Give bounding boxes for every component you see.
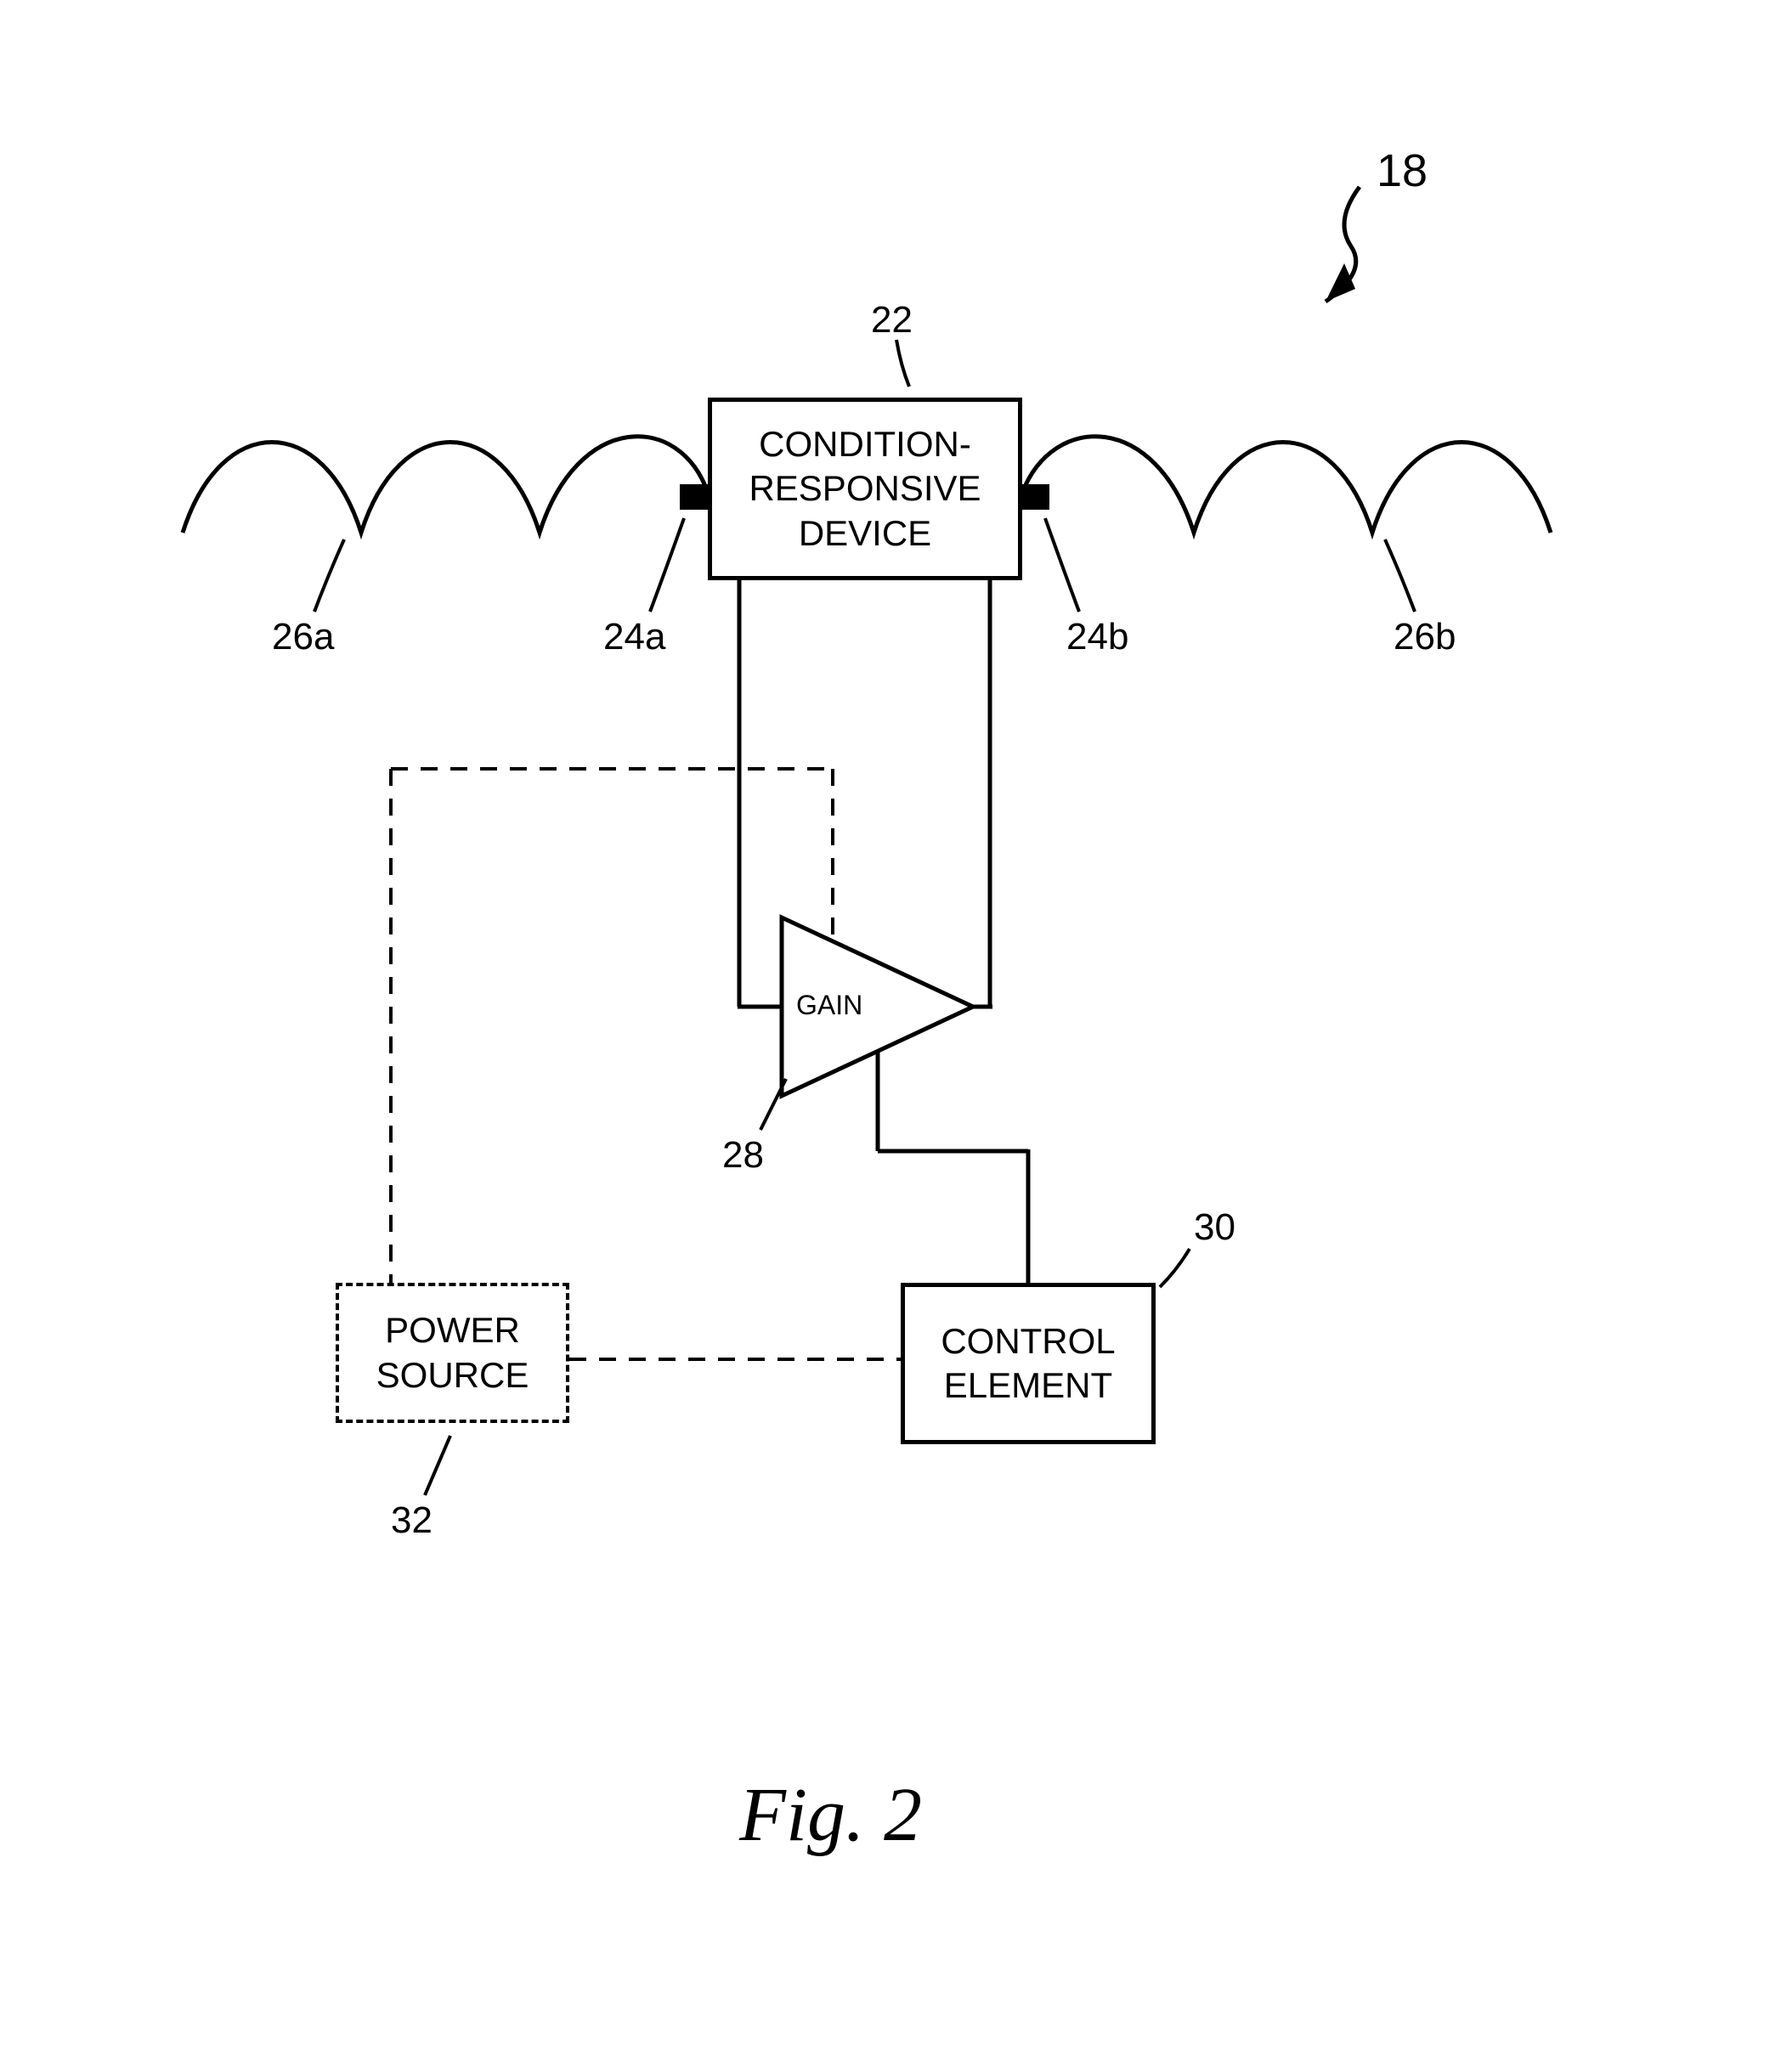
left-spring <box>183 437 708 533</box>
ref-26a: 26a <box>272 616 334 658</box>
ref-28: 28 <box>722 1134 764 1177</box>
ref-24b: 24b <box>1066 616 1128 658</box>
lead-24a <box>650 518 684 612</box>
control-element-text: CONTROL ELEMENT <box>941 1319 1115 1409</box>
ref-18: 18 <box>1377 144 1428 197</box>
ref-26b: 26b <box>1394 616 1456 658</box>
power-source-text: POWER SOURCE <box>376 1308 529 1397</box>
lead-26b <box>1385 539 1415 612</box>
control-element-box: CONTROL ELEMENT <box>901 1283 1156 1444</box>
terminal-24a <box>680 484 710 510</box>
lead-26a <box>314 539 344 612</box>
gain-text: GAIN <box>796 990 862 1021</box>
ref-24a: 24a <box>603 616 665 658</box>
lead-24b <box>1045 518 1079 612</box>
figure-ref-arrow <box>1326 187 1360 302</box>
lead-32 <box>425 1436 450 1495</box>
lead-30 <box>1160 1249 1190 1287</box>
condition-device-box: CONDITION- RESPONSIVE DEVICE <box>708 398 1022 580</box>
ref-22: 22 <box>871 299 913 342</box>
figure-caption: Fig. 2 <box>739 1771 922 1859</box>
ref-32: 32 <box>391 1499 433 1542</box>
diagram-container: CONDITION- RESPONSIVE DEVICE GAIN POWER … <box>0 0 1781 2072</box>
condition-device-text: CONDITION- RESPONSIVE DEVICE <box>749 422 981 556</box>
lead-22 <box>896 340 909 387</box>
right-spring <box>1022 437 1551 533</box>
lead-28 <box>760 1079 786 1130</box>
ref-30: 30 <box>1194 1206 1235 1249</box>
power-source-box: POWER SOURCE <box>336 1283 569 1423</box>
terminal-24b <box>1020 484 1049 510</box>
